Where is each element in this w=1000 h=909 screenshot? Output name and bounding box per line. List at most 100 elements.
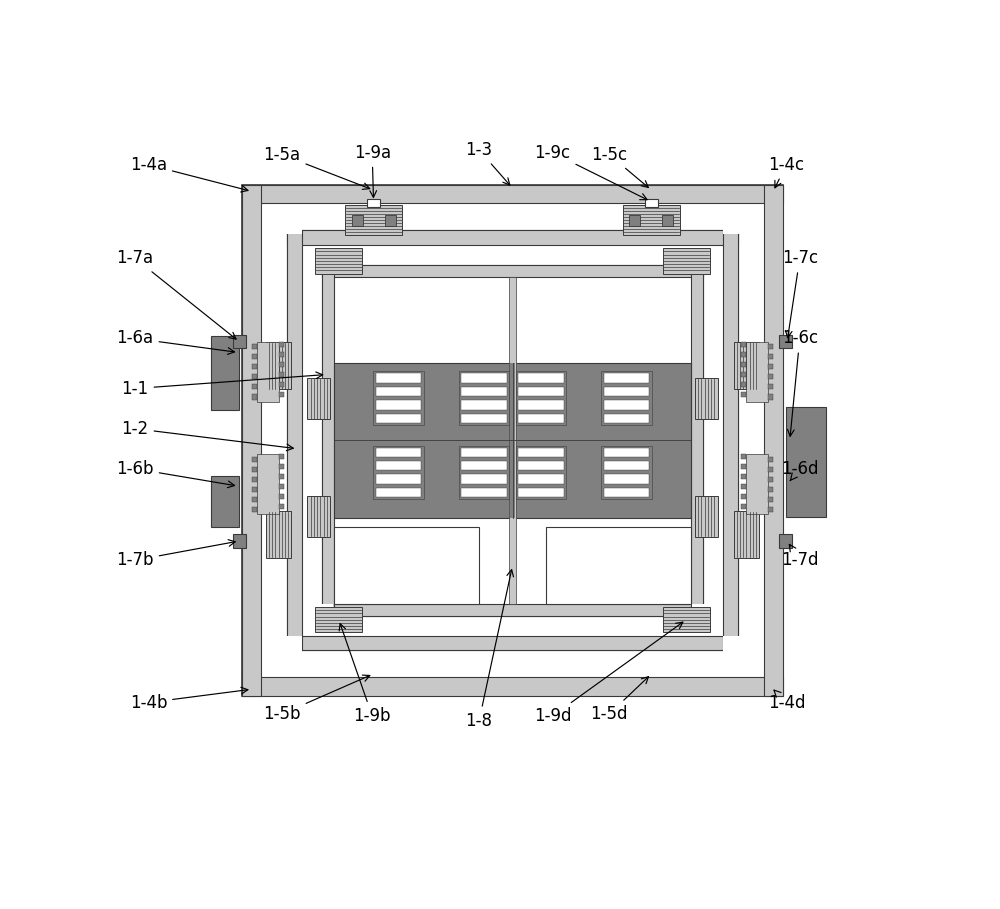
Bar (604, 487, 649, 497)
Bar (252, 467, 257, 472)
Bar (741, 474, 746, 479)
Bar (518, 400, 564, 410)
Bar (604, 400, 649, 410)
Bar (461, 447, 507, 457)
Bar (287, 230, 302, 651)
Bar (768, 395, 773, 399)
Bar (768, 497, 773, 502)
Text: 1-9b: 1-9b (339, 624, 391, 725)
Bar (334, 364, 691, 517)
Bar (367, 199, 380, 207)
Bar (279, 372, 284, 377)
Bar (242, 677, 783, 696)
Bar (604, 387, 649, 396)
Bar (510, 364, 515, 517)
Bar (741, 494, 746, 499)
Bar (741, 484, 746, 489)
Bar (601, 372, 652, 425)
Bar (376, 387, 421, 396)
Bar (211, 336, 239, 410)
Bar (252, 477, 257, 482)
Text: 1-8: 1-8 (466, 570, 513, 730)
Bar (459, 372, 509, 425)
Bar (629, 215, 640, 225)
Bar (768, 375, 773, 379)
Text: 1-7b: 1-7b (116, 540, 235, 569)
Bar (287, 230, 738, 651)
Bar (315, 248, 362, 274)
Bar (723, 215, 741, 234)
Bar (307, 378, 330, 419)
Bar (319, 254, 333, 268)
Bar (768, 487, 773, 492)
Bar (663, 248, 710, 274)
Bar (518, 387, 564, 396)
Bar (604, 447, 649, 457)
Text: 1-4c: 1-4c (768, 155, 804, 188)
Bar (662, 215, 673, 225)
Text: 1-6a: 1-6a (116, 329, 235, 355)
Bar (284, 215, 302, 234)
Bar (604, 414, 649, 423)
Bar (459, 445, 509, 499)
Bar (376, 414, 421, 423)
Bar (322, 604, 703, 615)
Bar (252, 497, 257, 502)
Bar (746, 342, 768, 402)
Bar (307, 495, 330, 537)
Bar (518, 474, 564, 484)
Text: 1-9c: 1-9c (535, 144, 647, 200)
Bar (764, 185, 783, 696)
Bar (266, 343, 291, 389)
Bar (252, 375, 257, 379)
Bar (279, 392, 284, 397)
Bar (723, 635, 741, 654)
Bar (279, 352, 284, 357)
Bar (376, 400, 421, 410)
Bar (518, 461, 564, 470)
Text: 1-5c: 1-5c (591, 145, 648, 187)
Bar (663, 607, 710, 633)
Bar (461, 414, 507, 423)
Text: 1-5b: 1-5b (263, 675, 370, 723)
Bar (741, 382, 746, 387)
Bar (692, 254, 706, 268)
Bar (252, 507, 257, 512)
Bar (779, 335, 792, 348)
Text: 1-7a: 1-7a (116, 249, 236, 339)
Bar (768, 345, 773, 349)
Bar (516, 372, 566, 425)
Bar (252, 345, 257, 349)
Bar (373, 445, 424, 499)
Bar (252, 395, 257, 399)
Bar (768, 477, 773, 482)
Bar (315, 607, 362, 633)
Bar (734, 343, 759, 389)
Bar (741, 392, 746, 397)
Bar (768, 355, 773, 359)
Bar (604, 474, 649, 484)
Bar (279, 504, 284, 509)
Bar (233, 335, 246, 348)
Bar (695, 495, 718, 537)
Bar (768, 467, 773, 472)
Bar (645, 199, 658, 207)
Bar (741, 372, 746, 377)
Bar (768, 385, 773, 389)
Bar (734, 511, 759, 558)
Bar (242, 185, 261, 696)
Bar (786, 406, 826, 517)
Bar (509, 277, 516, 604)
Bar (252, 385, 257, 389)
Bar (279, 484, 284, 489)
Bar (334, 526, 479, 604)
Bar (518, 487, 564, 497)
Bar (723, 230, 738, 651)
Bar (385, 215, 396, 225)
Bar (279, 464, 284, 469)
Bar (287, 635, 738, 651)
Bar (284, 635, 302, 654)
Bar (376, 374, 421, 383)
Bar (345, 205, 402, 235)
Bar (692, 604, 706, 619)
